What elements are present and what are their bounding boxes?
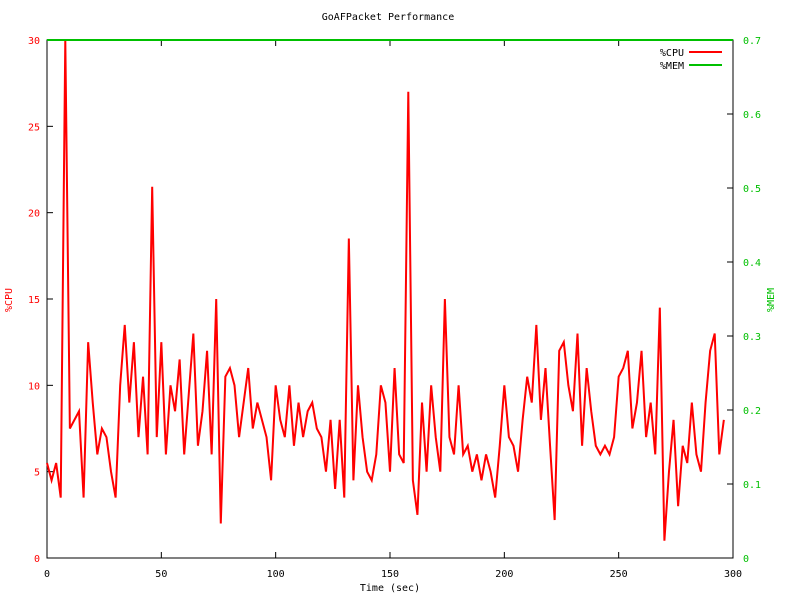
y2-tick-label: 0.4 [743, 258, 761, 269]
y2-tick-label: 0.7 [743, 36, 761, 47]
y-tick-label: 20 [28, 209, 40, 220]
legend-label: %MEM [660, 61, 684, 72]
y-tick-label: 10 [28, 381, 40, 392]
y-axis-label: %CPU [4, 288, 15, 312]
y2-tick-label: 0.2 [743, 406, 761, 417]
y2-tick-label: 0.6 [743, 110, 761, 121]
chart-title: GoAFPacket Performance [322, 12, 454, 23]
y-tick-label: 30 [28, 36, 40, 47]
x-tick-label: 0 [44, 569, 50, 580]
x-tick-label: 200 [495, 569, 513, 580]
legend-label: %CPU [660, 48, 684, 59]
x-tick-label: 300 [724, 569, 742, 580]
x-tick-label: 50 [155, 569, 167, 580]
y-tick-label: 5 [34, 468, 40, 479]
y-tick-label: 0 [34, 554, 40, 565]
x-tick-label: 250 [610, 569, 628, 580]
data-line [46, 39, 725, 541]
x-tick-label: 150 [381, 569, 399, 580]
y-tick-label: 15 [28, 295, 40, 306]
x-axis-label: Time (sec) [360, 583, 420, 594]
y2-tick-label: 0.5 [743, 184, 761, 195]
y2-tick-label: 0.1 [743, 480, 761, 491]
x-tick-label: 100 [267, 569, 285, 580]
y2-tick-label: 0.3 [743, 332, 761, 343]
y2-axis-label: %MEM [766, 288, 777, 312]
y2-tick-label: 0 [743, 554, 749, 565]
y-tick-label: 25 [28, 122, 40, 133]
